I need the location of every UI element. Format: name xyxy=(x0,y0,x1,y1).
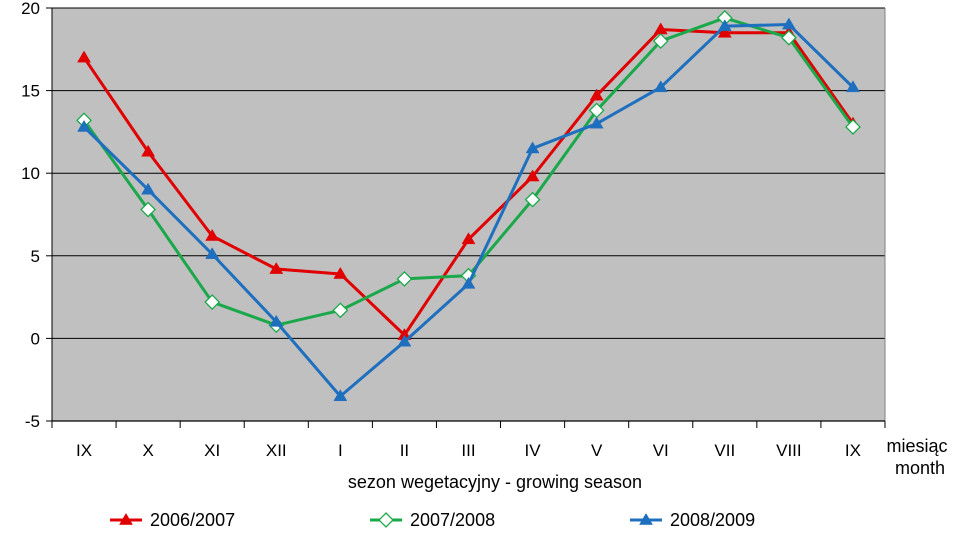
series-lines xyxy=(76,9,861,402)
data-point xyxy=(332,302,349,319)
axes xyxy=(46,7,886,428)
legend-item: 2007/2008 xyxy=(370,510,495,530)
legend-label: 2007/2008 xyxy=(410,510,495,530)
data-point xyxy=(589,116,604,129)
legend-item: 2006/2007 xyxy=(110,510,235,530)
x-tick-label: VII xyxy=(714,441,735,460)
x-tick-label: VIII xyxy=(776,441,802,460)
y-tick-label: 10 xyxy=(21,164,40,183)
data-point xyxy=(204,294,221,310)
data-point xyxy=(525,169,540,182)
data-point xyxy=(333,389,348,402)
y-tick-label: 15 xyxy=(21,82,40,101)
data-point xyxy=(589,88,604,101)
x-tick-label: V xyxy=(591,441,603,460)
x-tick-label: I xyxy=(338,441,343,460)
data-point xyxy=(77,119,91,132)
data-point xyxy=(269,262,284,274)
data-point xyxy=(653,80,668,93)
data-point xyxy=(140,201,157,218)
data-point xyxy=(717,25,732,38)
x-tick-label: IX xyxy=(845,441,861,460)
x-tick-label: IX xyxy=(76,441,92,460)
x-axis-unit-polish: miesiąc xyxy=(886,436,947,456)
x-tick-label: IV xyxy=(525,441,542,460)
legend-label: 2006/2007 xyxy=(150,510,235,530)
data-point xyxy=(717,19,732,31)
data-point xyxy=(461,276,476,289)
data-point xyxy=(269,314,284,327)
legend-marker xyxy=(119,513,133,525)
x-tick-label: III xyxy=(461,441,475,460)
data-point xyxy=(781,17,796,30)
y-tick-label: -5 xyxy=(25,412,40,431)
legend-item: 2008/2009 xyxy=(630,510,755,530)
data-point xyxy=(652,33,669,49)
data-point xyxy=(525,141,540,154)
series-2008-2009 xyxy=(77,17,860,402)
data-point xyxy=(780,29,797,46)
data-point xyxy=(77,50,91,63)
x-axis-unit-english: month xyxy=(895,458,945,478)
y-tick-labels: -5 0 5 10 15 20 xyxy=(21,0,40,431)
y-tick-label: 0 xyxy=(31,329,40,348)
data-point xyxy=(846,80,860,93)
x-tick-label: VI xyxy=(653,441,669,460)
legend: 2006/2007 2007/2008 2008/2009 xyxy=(110,510,755,530)
data-point xyxy=(205,247,220,259)
legend-label: 2008/2009 xyxy=(670,510,755,530)
y-tick-label: 20 xyxy=(21,0,40,18)
data-point xyxy=(396,271,413,287)
x-tick-labels: IX X XI XII I II III IV V VI VII VIII IX xyxy=(76,441,861,460)
data-point xyxy=(205,228,220,241)
plot-area xyxy=(52,8,885,421)
legend-marker xyxy=(378,512,394,528)
data-point xyxy=(333,266,348,279)
data-point xyxy=(141,182,156,195)
data-point xyxy=(524,191,541,208)
legend-marker xyxy=(639,513,653,525)
x-tick-label: II xyxy=(400,441,409,460)
x-axis-title: sezon wegetacyjny - growing season xyxy=(348,472,642,492)
data-point xyxy=(461,232,476,245)
x-tick-label: X xyxy=(142,441,153,460)
x-tick-label: XII xyxy=(266,441,287,460)
data-point xyxy=(845,119,861,135)
y-tick-label: 5 xyxy=(31,247,40,266)
data-point xyxy=(141,144,156,157)
data-point xyxy=(397,334,412,347)
x-tick-label: XI xyxy=(204,441,220,460)
